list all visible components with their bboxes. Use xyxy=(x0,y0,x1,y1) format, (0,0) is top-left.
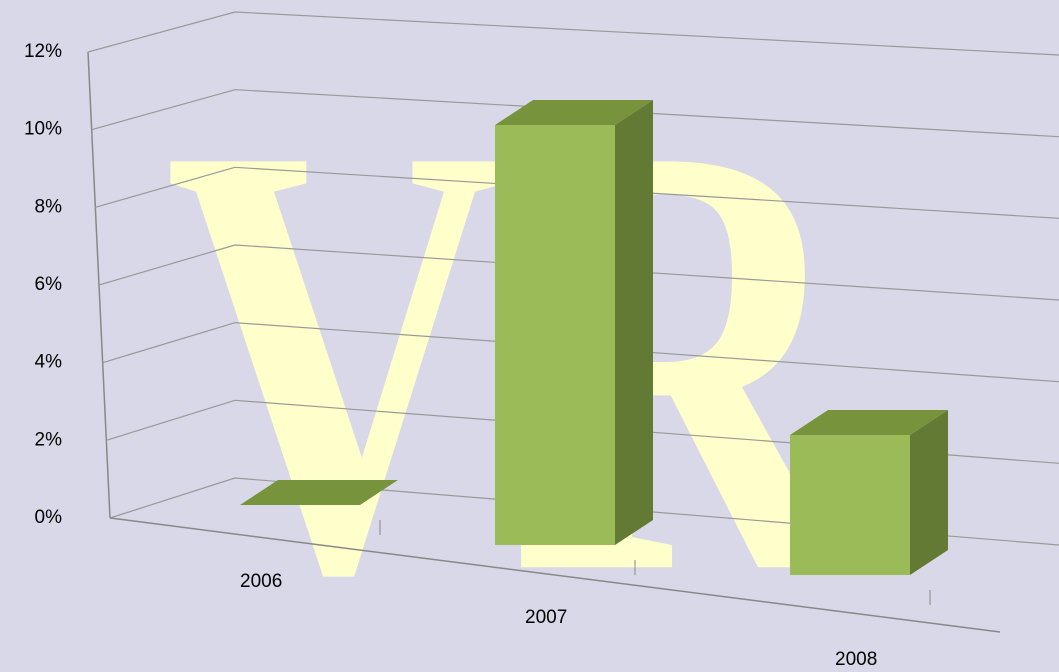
y-tick-label: 2% xyxy=(35,429,63,450)
y-tick-label: 12% xyxy=(24,41,62,62)
y-tick-label: 4% xyxy=(35,352,63,373)
x-tick-label: 2007 xyxy=(525,607,567,628)
bar-side xyxy=(910,410,948,575)
y-tick-label: 6% xyxy=(35,274,63,295)
bar-side xyxy=(615,100,653,545)
bar-front xyxy=(495,125,615,545)
y-tick-label: 10% xyxy=(24,119,62,140)
y-tick-label: 8% xyxy=(35,196,63,217)
chart: VR 0%2%4%6%8%10%12%200620072008 xyxy=(0,0,1059,672)
x-tick-label: 2008 xyxy=(835,649,877,670)
y-tick-label: 0% xyxy=(35,507,63,528)
bar-front xyxy=(790,435,910,575)
x-tick-label: 2006 xyxy=(240,571,282,592)
